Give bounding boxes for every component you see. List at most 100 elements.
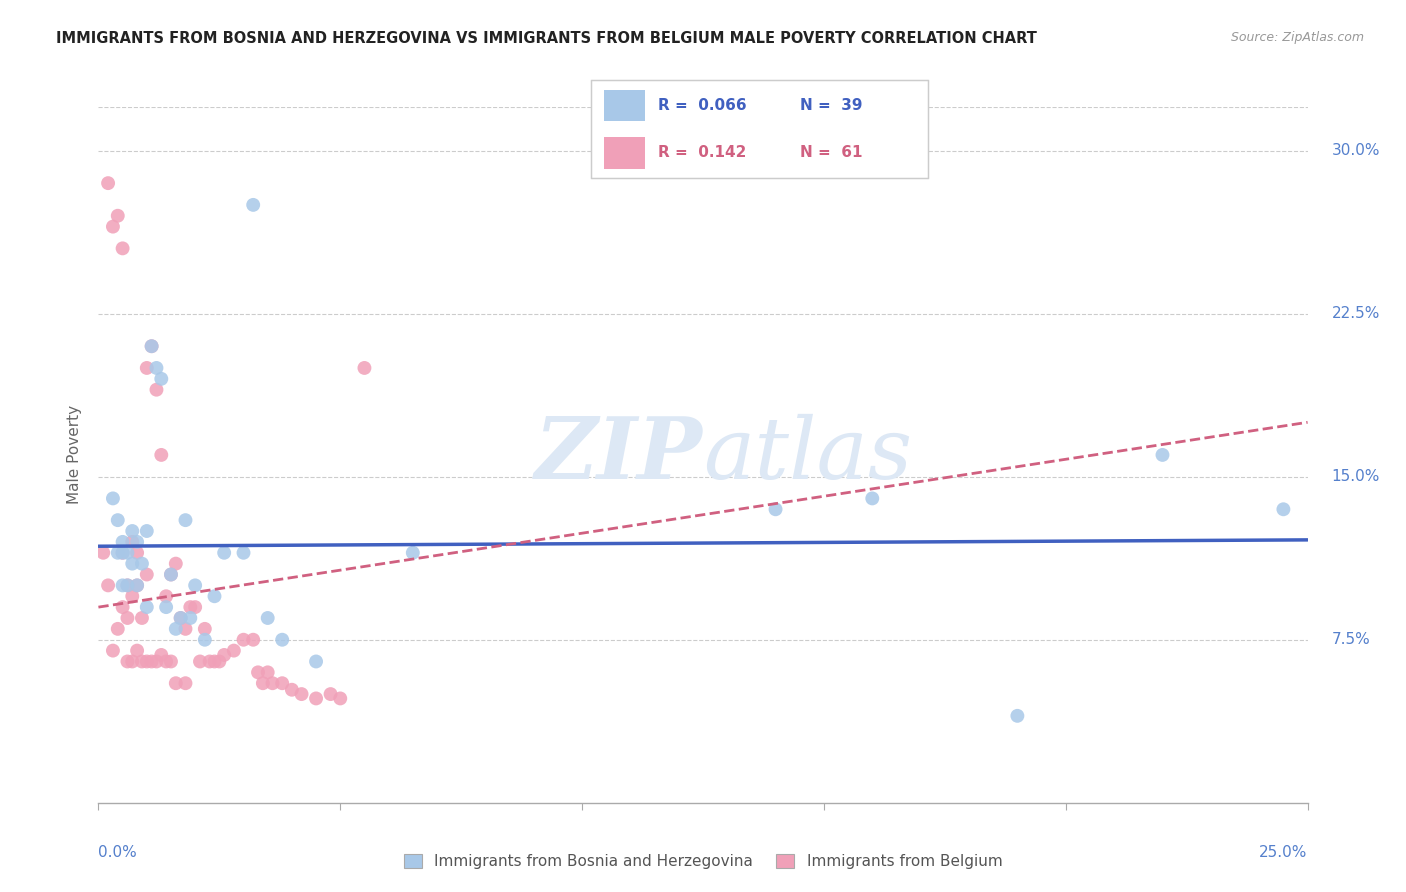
Point — [91, 546, 114, 560]
Y-axis label: Male Poverty: Male Poverty — [67, 405, 83, 505]
Point — [117, 578, 139, 592]
Point — [256, 611, 278, 625]
Point — [117, 611, 139, 625]
Point — [256, 665, 278, 680]
Point — [305, 655, 328, 669]
Point — [179, 600, 201, 615]
Point — [184, 600, 207, 615]
Point — [281, 682, 304, 697]
Point — [135, 360, 157, 375]
Point — [111, 241, 134, 255]
Point — [319, 687, 342, 701]
Point — [174, 622, 197, 636]
Point — [127, 578, 149, 592]
Point — [194, 632, 217, 647]
Point — [127, 643, 149, 657]
Point — [184, 578, 207, 592]
Point — [97, 578, 120, 592]
Point — [242, 198, 264, 212]
Point — [232, 546, 254, 560]
Point — [141, 339, 163, 353]
Point — [160, 567, 183, 582]
Point — [121, 589, 143, 603]
Text: R =  0.142: R = 0.142 — [658, 145, 747, 161]
Point — [155, 600, 177, 615]
Point — [121, 557, 143, 571]
Text: 25.0%: 25.0% — [1260, 845, 1308, 860]
Point — [141, 339, 163, 353]
Point — [127, 546, 149, 560]
Point — [121, 655, 143, 669]
Point — [135, 524, 157, 538]
Point — [145, 383, 167, 397]
Bar — [605, 90, 644, 121]
Point — [150, 372, 173, 386]
Point — [145, 655, 167, 669]
Point — [111, 546, 134, 560]
Text: 15.0%: 15.0% — [1331, 469, 1381, 484]
Point — [212, 546, 235, 560]
Text: 30.0%: 30.0% — [1331, 143, 1381, 158]
Point — [107, 546, 129, 560]
Text: 7.5%: 7.5% — [1331, 632, 1371, 648]
Point — [117, 655, 139, 669]
Text: atlas: atlas — [703, 414, 912, 496]
Point — [141, 655, 163, 669]
Point — [305, 691, 328, 706]
Point — [252, 676, 274, 690]
Point — [212, 648, 235, 662]
Point — [208, 655, 231, 669]
Text: 0.0%: 0.0% — [98, 845, 138, 860]
Point — [111, 578, 134, 592]
Point — [232, 632, 254, 647]
Point — [117, 578, 139, 592]
Point — [169, 611, 191, 625]
Point — [860, 491, 883, 506]
Point — [131, 611, 153, 625]
Point — [135, 655, 157, 669]
Point — [127, 535, 149, 549]
Bar — [605, 137, 644, 169]
Point — [247, 665, 270, 680]
Text: ZIP: ZIP — [536, 413, 703, 497]
Point — [155, 589, 177, 603]
Point — [150, 648, 173, 662]
Point — [174, 513, 197, 527]
Point — [150, 448, 173, 462]
Point — [165, 622, 187, 636]
Point — [131, 655, 153, 669]
Point — [117, 546, 139, 560]
Text: IMMIGRANTS FROM BOSNIA AND HERZEGOVINA VS IMMIGRANTS FROM BELGIUM MALE POVERTY C: IMMIGRANTS FROM BOSNIA AND HERZEGOVINA V… — [56, 31, 1038, 46]
Point — [1152, 448, 1174, 462]
Point — [101, 219, 124, 234]
Point — [765, 502, 787, 516]
Text: N =  61: N = 61 — [800, 145, 862, 161]
Point — [145, 360, 167, 375]
Point — [135, 600, 157, 615]
Point — [198, 655, 221, 669]
Text: R =  0.066: R = 0.066 — [658, 98, 747, 113]
Point — [111, 546, 134, 560]
Point — [165, 557, 187, 571]
Point — [169, 611, 191, 625]
Point — [1007, 708, 1029, 723]
Legend: Immigrants from Bosnia and Herzegovina, Immigrants from Belgium: Immigrants from Bosnia and Herzegovina, … — [398, 848, 1008, 875]
Point — [242, 632, 264, 647]
Point — [160, 655, 183, 669]
Point — [353, 360, 375, 375]
Point — [111, 535, 134, 549]
Point — [188, 655, 211, 669]
Point — [204, 589, 226, 603]
Point — [127, 578, 149, 592]
Point — [97, 176, 120, 190]
Point — [271, 632, 294, 647]
Point — [131, 557, 153, 571]
Point — [204, 655, 226, 669]
Point — [107, 513, 129, 527]
Point — [135, 567, 157, 582]
Point — [174, 676, 197, 690]
Point — [165, 676, 187, 690]
Point — [107, 209, 129, 223]
Point — [155, 655, 177, 669]
Point — [290, 687, 312, 701]
